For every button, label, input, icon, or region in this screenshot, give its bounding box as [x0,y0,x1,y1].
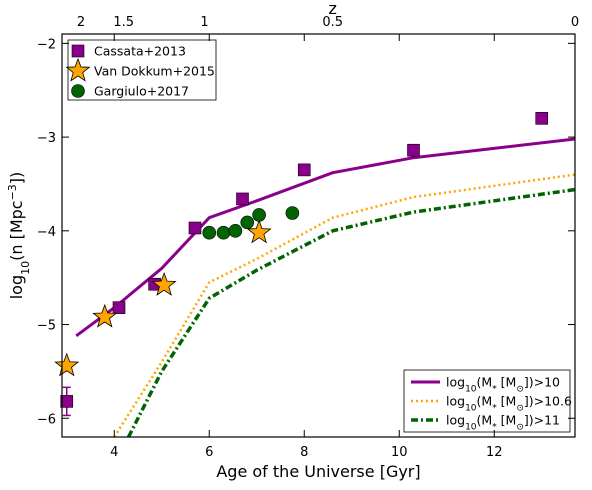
y-tick-label: −3 [37,131,56,146]
top-tick-label: 0.5 [322,15,343,30]
top-tick-label: 0 [571,15,579,30]
x-tick-label: 12 [486,445,503,460]
legend-label-subscript: 10 [465,423,477,433]
legend-marker [71,44,85,58]
scatter-points-group [54,112,549,417]
legend-label-subscript: ⊙ [516,385,524,395]
legend-marker [71,84,85,98]
x-tick-label: 4 [110,445,118,460]
legend-label-part: (M [477,394,493,409]
legend-label-subscript: ⊙ [516,404,524,414]
data-point [54,352,80,377]
top-axis-label: z [329,0,337,18]
data-point [112,301,126,314]
legend-label-part: log [446,413,465,428]
legend-label-subscript: 10 [465,404,477,414]
legend-label-part: [M [497,375,517,390]
y-tick-label: −4 [37,225,56,240]
legend-label-part: log [446,375,465,390]
data-point [535,112,549,125]
plot-frame [61,33,576,438]
plot-layer [54,112,575,437]
data-point [188,221,202,235]
x-tick-label: 10 [391,445,408,460]
legend-label-subscript: ⊙ [516,423,524,433]
x-tick-label: 8 [300,445,308,460]
y-axis-label-unit: (n [Mpc [7,200,26,260]
legend-markers: Cassata+2013 Van Dokkum+2015 Gargiulo+2017 [65,39,217,101]
y-axis-label-sub: 10 [19,261,32,275]
data-point [216,225,231,240]
top-tick-label: 1.5 [113,15,134,30]
legend-label: Cassata+2013 [94,44,186,59]
data-point [285,206,300,220]
legend-top-box [67,39,217,101]
top-tick-label: 1 [200,15,208,30]
data-point [60,395,74,408]
data-point [407,143,420,157]
legend-label-subscript: * [492,404,497,414]
x-tick-label: 6 [205,445,213,460]
y-tick-label: −6 [37,412,56,427]
data-point [92,303,118,328]
series-line [126,187,575,437]
data-point [246,219,272,244]
x-axis-label: Age of the Universe [Gyr] [216,462,420,481]
legend-line-label: log10(M* [M⊙])>10 [446,375,560,395]
top-tick-label: 2 [77,15,85,30]
legend-label-part: [M [497,413,517,428]
y-axis-label-log: log [7,275,26,299]
y-axis-label: log10(n [Mpc−3]) [6,172,32,300]
y-axis-label-sup: −3 [6,184,19,200]
data-point [240,215,255,230]
legend-label-part: ])>11 [524,413,560,428]
legend-line-label: log10(M* [M⊙])>11 [446,413,560,433]
legend-label-part: ])>10 [524,375,560,390]
legend-line-label: log10(M* [M⊙])>10.6 [446,394,572,414]
data-point [151,272,177,296]
data-point [297,163,311,177]
legend-label: Van Dokkum+2015 [94,64,215,79]
data-point [228,224,243,238]
y-tick-label: −5 [37,319,56,334]
legend-label: Gargiulo+2017 [94,84,189,99]
series-line [75,137,575,337]
data-point [252,208,266,222]
legend-label-part: log [446,394,465,409]
y-axis-label-end: ]) [7,172,26,184]
y-tick-label: −2 [37,37,56,52]
legend-marker [65,57,91,82]
legend-label-subscript: * [492,385,497,395]
legend-label-part: (M [477,413,493,428]
legend-label-part: [M [497,394,517,409]
line-series-group [75,137,575,437]
legend-label-part: (M [477,375,493,390]
data-point [236,192,249,206]
data-point [202,225,217,240]
legend-label-subscript: 10 [465,385,477,395]
legend-label-part: ])>10.6 [524,394,572,409]
legend-label-subscript: * [492,423,497,433]
